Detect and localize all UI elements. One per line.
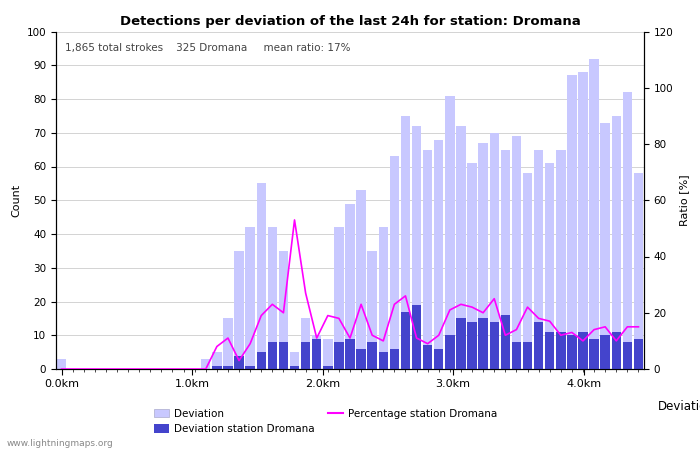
Bar xyxy=(578,72,588,369)
Bar xyxy=(434,140,444,369)
Bar xyxy=(390,157,399,369)
Bar xyxy=(601,122,610,369)
Text: www.lightningmaps.org: www.lightningmaps.org xyxy=(7,439,113,448)
Bar xyxy=(556,149,566,369)
Bar xyxy=(57,359,66,369)
Bar xyxy=(489,322,499,369)
Bar xyxy=(589,338,598,369)
Bar xyxy=(223,365,232,369)
Bar xyxy=(390,349,399,369)
Bar xyxy=(345,203,355,369)
Bar xyxy=(500,315,510,369)
Bar xyxy=(512,136,521,369)
Bar xyxy=(523,342,532,369)
Bar xyxy=(468,163,477,369)
Bar xyxy=(634,173,643,369)
Bar xyxy=(223,319,232,369)
Bar xyxy=(478,319,488,369)
Bar xyxy=(212,352,222,369)
Y-axis label: Ratio [%]: Ratio [%] xyxy=(679,175,689,226)
Bar xyxy=(578,332,588,369)
Bar xyxy=(534,322,543,369)
Bar xyxy=(246,365,255,369)
Bar xyxy=(456,319,466,369)
Bar xyxy=(456,126,466,369)
Bar xyxy=(301,319,310,369)
Title: Detections per deviation of the last 24h for station: Dromana: Detections per deviation of the last 24h… xyxy=(120,14,580,27)
Bar xyxy=(234,251,244,369)
Bar xyxy=(379,227,388,369)
Bar xyxy=(601,335,610,369)
Bar xyxy=(489,133,499,369)
Bar xyxy=(567,335,577,369)
Bar xyxy=(545,332,554,369)
Bar xyxy=(622,342,632,369)
Bar xyxy=(500,149,510,369)
Bar xyxy=(634,338,643,369)
Bar xyxy=(279,251,288,369)
Bar xyxy=(534,149,543,369)
Bar xyxy=(334,342,344,369)
Bar xyxy=(368,342,377,369)
Bar xyxy=(545,163,554,369)
Bar xyxy=(523,173,532,369)
Bar xyxy=(556,332,566,369)
Bar xyxy=(401,311,410,369)
Bar xyxy=(356,349,366,369)
Bar xyxy=(478,143,488,369)
Bar xyxy=(246,227,255,369)
Bar xyxy=(312,338,321,369)
Bar xyxy=(323,338,332,369)
Text: Deviations: Deviations xyxy=(657,400,700,413)
Bar xyxy=(401,116,410,369)
Bar xyxy=(301,342,310,369)
Bar xyxy=(567,75,577,369)
Bar xyxy=(345,338,355,369)
Bar xyxy=(290,365,299,369)
Bar xyxy=(323,365,332,369)
Bar xyxy=(412,126,421,369)
Bar xyxy=(434,349,444,369)
Bar xyxy=(622,92,632,369)
Bar xyxy=(256,352,266,369)
Bar xyxy=(256,184,266,369)
Bar xyxy=(334,227,344,369)
Bar xyxy=(423,346,433,369)
Bar xyxy=(379,352,388,369)
Bar xyxy=(512,342,521,369)
Bar xyxy=(612,332,621,369)
Bar xyxy=(201,359,211,369)
Bar xyxy=(290,352,299,369)
Bar xyxy=(267,342,277,369)
Bar xyxy=(445,96,454,369)
Bar xyxy=(423,149,433,369)
Legend: Deviation, Deviation station Dromana, Percentage station Dromana: Deviation, Deviation station Dromana, Pe… xyxy=(149,405,502,438)
Text: 1,865 total strokes    325 Dromana     mean ratio: 17%: 1,865 total strokes 325 Dromana mean rat… xyxy=(65,43,350,53)
Bar xyxy=(212,365,222,369)
Bar xyxy=(356,190,366,369)
Y-axis label: Count: Count xyxy=(11,184,21,217)
Bar xyxy=(234,356,244,369)
Bar xyxy=(468,322,477,369)
Bar xyxy=(368,251,377,369)
Bar xyxy=(612,116,621,369)
Bar xyxy=(412,305,421,369)
Bar xyxy=(589,58,598,369)
Bar xyxy=(267,227,277,369)
Bar xyxy=(445,335,454,369)
Bar xyxy=(279,342,288,369)
Bar xyxy=(312,335,321,369)
